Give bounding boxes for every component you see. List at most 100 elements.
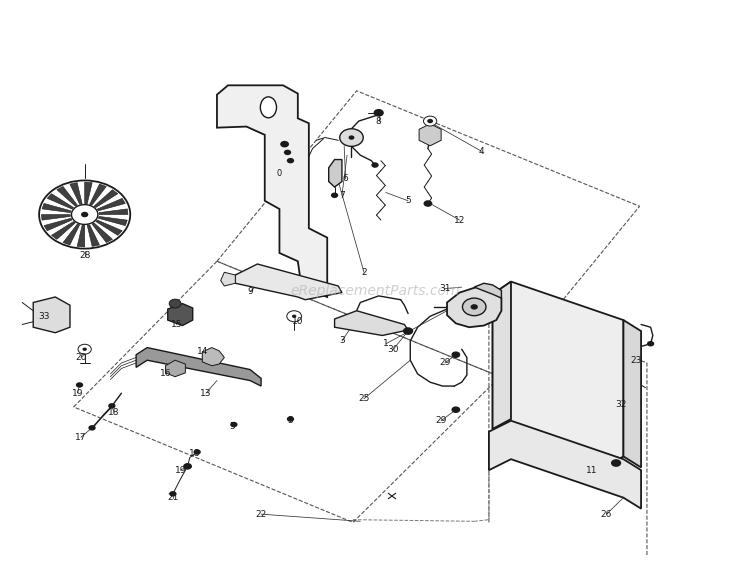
Text: 5: 5 [405,196,411,205]
Circle shape [81,212,88,217]
Text: 4: 4 [478,147,484,156]
Circle shape [170,491,176,496]
Circle shape [286,416,294,422]
Polygon shape [493,282,623,467]
Circle shape [647,341,654,347]
Polygon shape [47,194,74,209]
Text: 26: 26 [601,509,612,519]
Polygon shape [168,304,193,325]
Text: 18: 18 [189,449,201,458]
Circle shape [424,200,432,207]
Text: 21: 21 [167,493,178,502]
Circle shape [374,109,384,117]
Polygon shape [44,218,72,231]
Polygon shape [334,311,408,335]
Polygon shape [202,348,224,366]
Circle shape [611,459,621,467]
Circle shape [452,406,460,413]
Polygon shape [447,287,502,327]
Polygon shape [623,320,641,467]
Text: 30: 30 [388,344,399,354]
Polygon shape [98,199,125,211]
Polygon shape [57,186,77,206]
Circle shape [340,129,363,146]
Text: 0: 0 [277,169,282,178]
Text: 29: 29 [436,416,447,425]
Ellipse shape [260,97,277,118]
Text: 5: 5 [229,422,235,431]
Circle shape [230,422,238,427]
Circle shape [286,158,294,163]
Text: 6: 6 [343,174,349,183]
Polygon shape [328,159,342,187]
Text: 5: 5 [287,416,293,425]
Circle shape [108,403,116,408]
Circle shape [280,141,289,148]
Circle shape [463,298,486,316]
Text: 16: 16 [160,370,171,379]
Polygon shape [87,225,100,246]
Polygon shape [52,222,75,240]
Circle shape [331,192,338,198]
Text: 8: 8 [376,117,382,126]
Polygon shape [489,421,641,509]
Circle shape [71,205,98,224]
Polygon shape [217,85,327,297]
Polygon shape [98,217,128,226]
Text: eReplacementParts.com: eReplacementParts.com [290,284,460,298]
Text: 23: 23 [630,356,641,365]
Polygon shape [77,226,85,247]
Circle shape [452,351,460,358]
Polygon shape [236,264,342,300]
Text: 32: 32 [616,399,627,409]
Circle shape [427,119,433,123]
Polygon shape [41,214,70,220]
Polygon shape [90,184,106,205]
Polygon shape [136,348,261,386]
Polygon shape [493,282,511,429]
Text: 20: 20 [75,353,87,362]
Text: 33: 33 [38,312,50,321]
Circle shape [286,311,302,322]
Text: 19: 19 [71,389,83,398]
Circle shape [194,449,201,455]
Text: 28: 28 [79,251,90,260]
Circle shape [82,348,87,351]
Circle shape [170,299,181,308]
Polygon shape [92,223,112,242]
Text: 1: 1 [383,339,389,348]
Polygon shape [42,204,71,213]
Circle shape [292,315,296,318]
Circle shape [78,344,92,354]
Circle shape [39,181,130,249]
Circle shape [88,425,96,431]
Polygon shape [94,190,118,208]
Text: 25: 25 [358,394,370,403]
Polygon shape [474,283,502,298]
Polygon shape [166,360,185,377]
Circle shape [183,463,192,470]
Text: 14: 14 [196,347,208,356]
Text: 19: 19 [175,466,186,475]
Text: 22: 22 [256,509,267,519]
Text: 2: 2 [362,268,367,277]
Text: 10: 10 [292,317,304,327]
Text: 11: 11 [586,466,598,475]
Text: 9: 9 [248,287,253,296]
Circle shape [76,382,83,388]
Polygon shape [63,224,80,245]
Polygon shape [220,272,236,286]
Text: 15: 15 [171,320,182,329]
Text: 18: 18 [108,408,120,417]
Text: 29: 29 [440,358,451,367]
Polygon shape [70,183,82,204]
Polygon shape [33,297,70,333]
Text: 3: 3 [339,337,345,346]
Circle shape [403,327,413,335]
Polygon shape [85,182,92,204]
Circle shape [349,135,355,140]
Circle shape [470,304,478,310]
Text: 31: 31 [439,284,451,293]
Circle shape [284,150,291,155]
Circle shape [371,162,379,168]
